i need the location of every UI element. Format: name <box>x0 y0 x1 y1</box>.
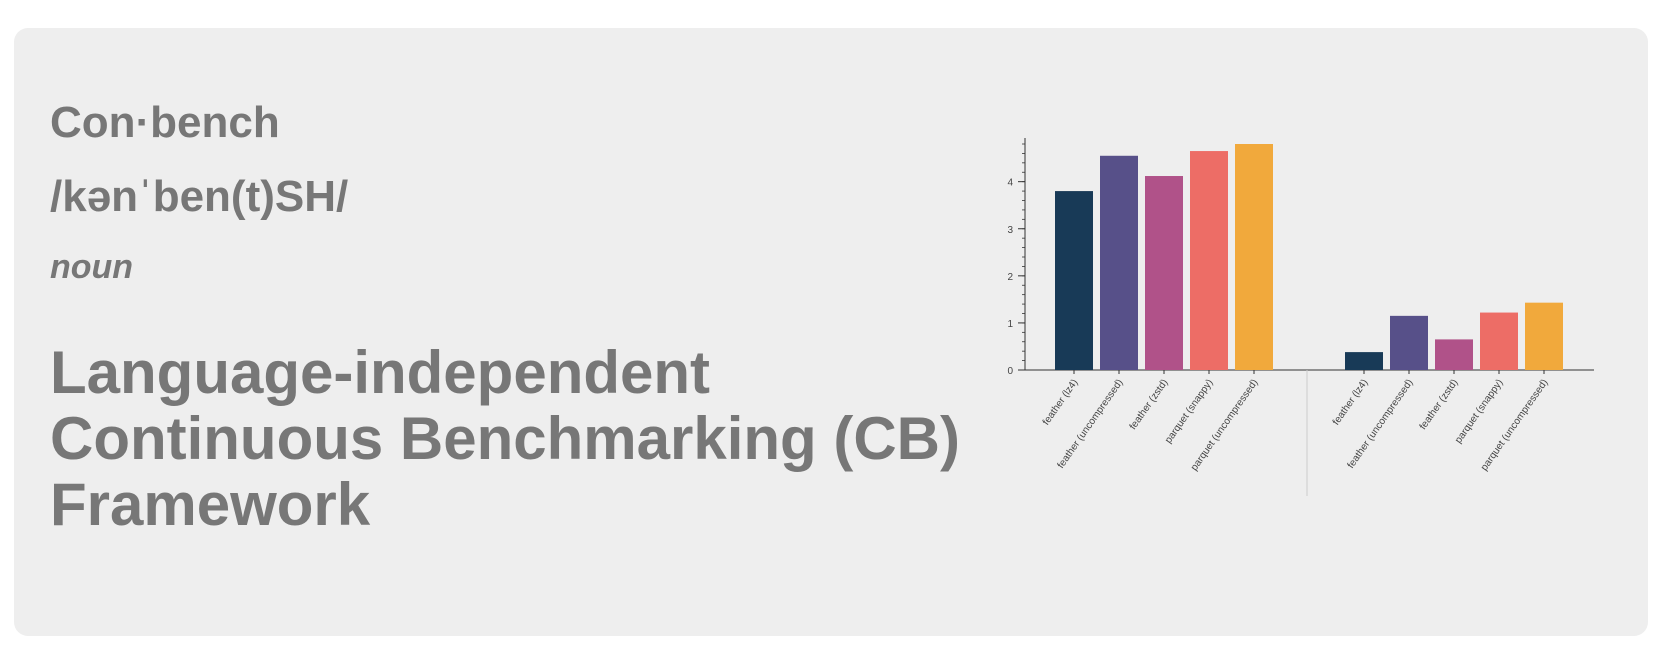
definition-line: Framework <box>50 471 371 538</box>
bar <box>1435 339 1473 370</box>
y-tick-label: 4 <box>1007 178 1013 189</box>
bar <box>1480 312 1518 370</box>
definition-line: Language-independent <box>50 339 710 406</box>
bar <box>1525 302 1563 370</box>
x-tick-label: feather (zstd) <box>1128 377 1171 432</box>
bar <box>1235 144 1273 370</box>
x-tick-label: parquet (snappy) <box>1163 377 1215 445</box>
bar <box>1190 151 1228 370</box>
y-tick-label: 0 <box>1007 366 1013 377</box>
definition: Language-independent Continuous Benchmar… <box>50 339 960 538</box>
bar <box>1100 155 1138 370</box>
definition-line: Continuous Benchmarking (CB) <box>50 405 960 472</box>
part-of-speech: noun <box>50 248 134 286</box>
x-tick-label: parquet (snappy) <box>1453 377 1505 445</box>
x-tick-label: feather (lz4) <box>1331 377 1371 427</box>
x-tick-label: feather (zstd) <box>1418 377 1461 432</box>
y-tick-label: 1 <box>1007 319 1013 330</box>
bar <box>1145 176 1183 370</box>
y-tick-label: 3 <box>1007 225 1013 236</box>
y-tick-label: 2 <box>1007 272 1013 283</box>
headword: Con·bench <box>50 98 280 147</box>
hero-card: Con·bench /kənˈben(t)SH/ noun Language-i… <box>14 28 1648 636</box>
bar <box>1055 191 1093 370</box>
pronunciation: /kənˈben(t)SH/ <box>50 172 349 221</box>
bar <box>1345 352 1383 370</box>
bar <box>1390 315 1428 370</box>
x-tick-label: feather (lz4) <box>1041 377 1081 427</box>
